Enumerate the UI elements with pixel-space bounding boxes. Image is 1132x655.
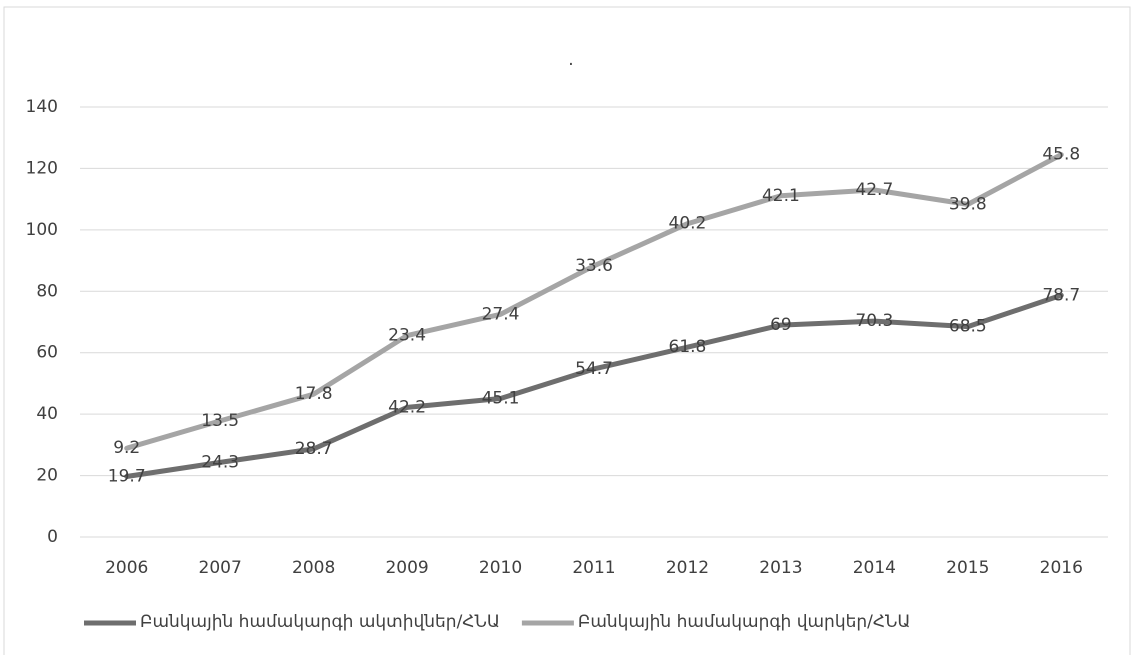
x-tick-label: 2013 [759, 558, 802, 578]
data-label: 39.8 [949, 194, 987, 214]
y-tick-label: 60 [36, 343, 58, 363]
data-label: 9.2 [113, 438, 140, 458]
y-tick-label: 100 [26, 220, 58, 240]
x-tick-label: 2011 [572, 558, 615, 578]
x-tick-label: 2009 [385, 558, 428, 578]
data-label: 33.6 [575, 256, 613, 276]
y-tick-label: 40 [36, 404, 58, 424]
data-label: 19.7 [108, 466, 146, 486]
x-tick-label: 2014 [853, 558, 896, 578]
data-label: 70.3 [855, 311, 893, 331]
y-tick-label: 120 [26, 158, 58, 178]
data-label: 24.3 [201, 452, 239, 472]
data-label: 28.7 [295, 439, 333, 459]
x-tick-label: 2007 [199, 558, 242, 578]
y-tick-label: 140 [26, 97, 58, 117]
series-line [124, 292, 1064, 479]
data-label: 40.2 [669, 214, 707, 234]
chart-frame [3, 6, 1131, 655]
data-label: 78.7 [1042, 285, 1080, 305]
y-tick-label: 0 [47, 527, 58, 547]
data-label: 42.7 [855, 180, 893, 200]
data-label: 13.5 [201, 411, 239, 431]
x-tick-label: 2015 [946, 558, 989, 578]
y-tick-label: 20 [36, 466, 58, 486]
x-tick-label: 2006 [105, 558, 148, 578]
data-label: 45.8 [1042, 145, 1080, 165]
data-label: 45.1 [482, 388, 520, 408]
x-tick-label: 2012 [666, 558, 709, 578]
data-label: 42.1 [762, 186, 800, 206]
x-tick-label: 2010 [479, 558, 522, 578]
data-label: 68.5 [949, 317, 987, 337]
x-tick-label: 2016 [1040, 558, 1083, 578]
data-label: 54.7 [575, 359, 613, 379]
data-label: 69 [770, 315, 792, 335]
chart-title: . [568, 50, 573, 70]
legend-label: Բանկային համակարգի վարկեր/ՀՆԱ [578, 612, 911, 632]
series-line [124, 152, 1064, 451]
data-label: 17.8 [295, 384, 333, 404]
data-label: 23.4 [388, 326, 426, 346]
y-tick-label: 80 [36, 281, 58, 301]
legend-label: Բանկային համակարգի ակտիվներ/ՀՆԱ [140, 612, 500, 632]
x-tick-label: 2008 [292, 558, 335, 578]
data-label: 42.2 [388, 397, 426, 417]
data-label: 61.8 [669, 337, 707, 357]
data-label: 27.4 [482, 304, 520, 324]
